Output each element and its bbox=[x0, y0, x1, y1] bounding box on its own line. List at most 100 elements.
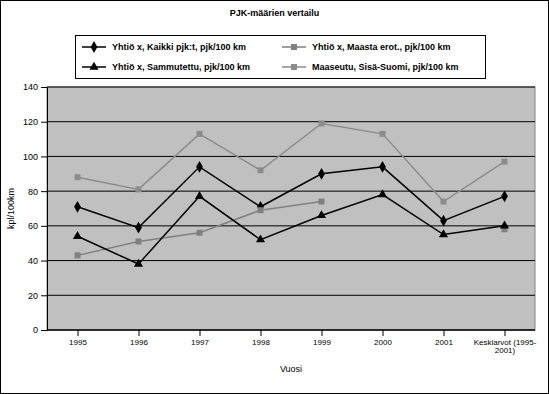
series-marker bbox=[380, 131, 386, 137]
x-tick-label-part: 2000 bbox=[374, 338, 392, 347]
y-tick-label: 40 bbox=[28, 256, 38, 266]
x-tick-label: 1998 bbox=[252, 338, 270, 347]
series-marker bbox=[136, 186, 142, 192]
grid-line bbox=[47, 330, 535, 331]
y-tick-mark bbox=[41, 261, 47, 262]
y-tick: 40 bbox=[28, 256, 47, 266]
legend-marker bbox=[291, 44, 297, 50]
x-tick-label-part: 1999 bbox=[313, 338, 331, 347]
series-marker bbox=[74, 201, 81, 213]
x-tick-label: 2000 bbox=[374, 338, 392, 347]
y-axis-line bbox=[47, 88, 48, 331]
series-marker bbox=[502, 159, 508, 165]
grid-line bbox=[47, 121, 535, 122]
grid-line bbox=[47, 87, 535, 88]
x-tick-mark bbox=[261, 330, 262, 336]
x-tick-mark bbox=[200, 330, 201, 336]
x-tick-mark bbox=[383, 330, 384, 336]
series-marker bbox=[256, 234, 265, 242]
series-marker bbox=[257, 201, 264, 213]
legend-marker bbox=[291, 64, 297, 70]
y-tick: 60 bbox=[28, 221, 47, 231]
series-marker bbox=[500, 221, 509, 229]
y-tick: 120 bbox=[23, 117, 47, 127]
series-marker bbox=[318, 168, 325, 180]
x-tick-label: 1996 bbox=[130, 338, 148, 347]
series-marker bbox=[197, 131, 203, 137]
series-marker bbox=[319, 120, 325, 126]
series-marker bbox=[258, 167, 264, 173]
series-marker bbox=[379, 161, 386, 173]
series-marker bbox=[441, 199, 447, 205]
x-tick-label: 1999 bbox=[313, 338, 331, 347]
x-tick-mark bbox=[444, 330, 445, 336]
x-tick: 2001 bbox=[435, 330, 453, 347]
x-axis-line bbox=[47, 330, 535, 331]
series-marker bbox=[197, 230, 203, 236]
series-marker bbox=[196, 161, 203, 173]
y-tick: 80 bbox=[28, 187, 47, 197]
y-tick: 100 bbox=[23, 152, 47, 162]
x-tick-label-part: 2001 bbox=[435, 338, 453, 347]
x-tick-label-part: 2001) bbox=[495, 346, 516, 355]
grid-line bbox=[47, 295, 535, 296]
y-tick-mark bbox=[41, 122, 47, 123]
series-marker bbox=[134, 259, 143, 267]
x-tick-mark bbox=[322, 330, 323, 336]
x-tick-label-part: 1997 bbox=[191, 338, 209, 347]
grid-line bbox=[47, 260, 535, 261]
plot-area bbox=[47, 87, 535, 330]
legend-label: Yhtiö x, Sammutettu, pjk/100 km bbox=[112, 62, 250, 72]
series-marker bbox=[75, 252, 81, 258]
series-line bbox=[78, 202, 505, 256]
x-tick: 1996 bbox=[130, 330, 148, 347]
series-marker bbox=[317, 210, 326, 218]
grid-line bbox=[47, 156, 535, 157]
x-tick-mark bbox=[139, 330, 140, 336]
y-tick: 0 bbox=[33, 325, 47, 335]
title: PJK-määrien vertailu bbox=[230, 8, 320, 18]
y-tick-label: 140 bbox=[23, 82, 38, 92]
y-tick-label: 120 bbox=[23, 117, 38, 127]
y-tick-mark bbox=[41, 191, 47, 192]
series-line bbox=[78, 195, 505, 264]
grid-line bbox=[47, 225, 535, 226]
y-tick-mark bbox=[41, 330, 47, 331]
series-marker bbox=[319, 199, 325, 205]
y-tick-label: 80 bbox=[28, 187, 38, 197]
y-tick-mark bbox=[41, 156, 47, 157]
series-group bbox=[73, 120, 509, 266]
series-marker bbox=[501, 190, 508, 202]
x-tick-label: Keskiarvot (1995-2001) bbox=[474, 338, 537, 356]
x-tick: 1999 bbox=[313, 330, 331, 347]
y-tick-label: 60 bbox=[28, 221, 38, 231]
legend: Yhtiö x, Kaikki pjk:t, pjk/100 kmYhtiö x… bbox=[76, 36, 486, 79]
series-marker bbox=[439, 229, 448, 237]
series-marker bbox=[135, 222, 142, 234]
y-axis: 0 20 40 60 80 100 120 140 bbox=[23, 82, 48, 335]
legend-label: Yhtiö x, Maasta erot., pjk/100 km bbox=[312, 42, 451, 52]
series-marker bbox=[378, 189, 387, 197]
series-marker bbox=[195, 191, 204, 199]
x-axis: 1995 1996 1997 1998 1999 2000 2001 Keskiarvot (… bbox=[47, 330, 537, 355]
x-tick-label-part: 1998 bbox=[252, 338, 270, 347]
x-tick-label: 2001 bbox=[435, 338, 453, 347]
y-tick-mark bbox=[41, 226, 47, 227]
chart: 0 20 40 60 80 100 120 140 1995 1996 1997 1998 1999 20… bbox=[0, 0, 549, 394]
x-tick: 2000 bbox=[374, 330, 392, 347]
x-axis-title: Vuosi bbox=[280, 364, 302, 374]
series-marker bbox=[440, 215, 447, 227]
x-tick-label: 1997 bbox=[191, 338, 209, 347]
legend-marker bbox=[91, 41, 98, 53]
grid bbox=[47, 87, 535, 330]
x-tick: Keskiarvot (1995-2001) bbox=[474, 330, 537, 355]
y-tick-mark bbox=[41, 295, 47, 296]
x-tick-label: 1995 bbox=[69, 338, 87, 347]
series-marker bbox=[136, 238, 142, 244]
y-tick: 20 bbox=[28, 291, 47, 301]
x-tick-label-part: Keskiarvot (1995- bbox=[474, 338, 537, 347]
series-marker bbox=[73, 231, 82, 239]
y-tick: 140 bbox=[23, 82, 47, 92]
y-axis-title: kpl/100km bbox=[6, 188, 16, 229]
y-tick-label: 100 bbox=[23, 152, 38, 162]
